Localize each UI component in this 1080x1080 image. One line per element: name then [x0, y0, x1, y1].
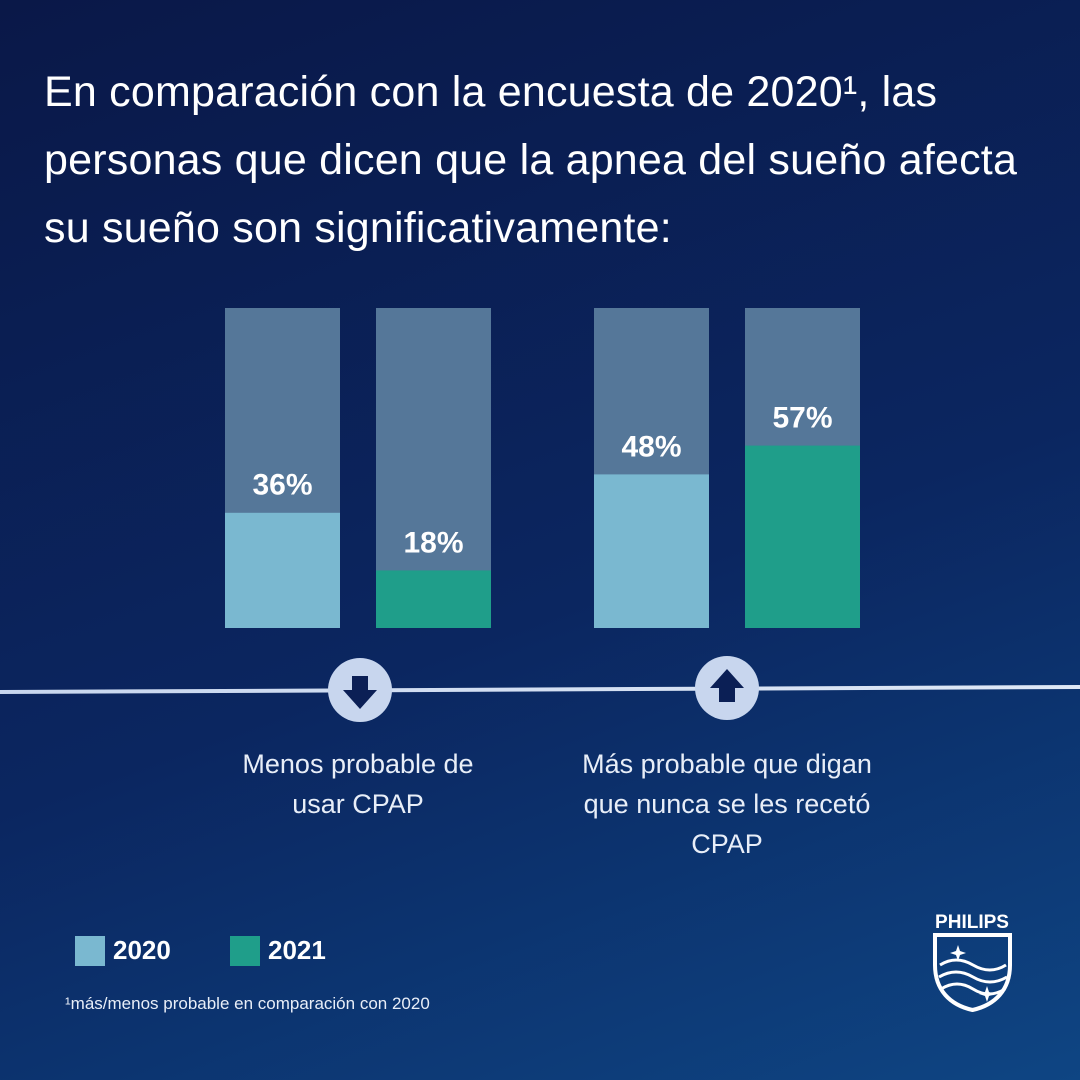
- data-label: 18%: [403, 526, 463, 559]
- category-label: Menos probable de usar CPAP: [242, 749, 474, 819]
- category-label: Más probable que digan que nunca se les …: [582, 749, 872, 859]
- arrow-up-icon: [695, 656, 759, 720]
- footnote: ¹más/menos probable en comparación con 2…: [65, 994, 430, 1013]
- bar: [745, 445, 860, 628]
- divider-line: [0, 685, 1080, 694]
- legend-label: 2021: [268, 935, 326, 965]
- data-label: 36%: [252, 469, 312, 502]
- legend-swatch: [75, 936, 105, 966]
- philips-logo: PHILIPS: [933, 912, 1012, 1013]
- data-label: 48%: [621, 430, 681, 463]
- data-label: 57%: [772, 402, 832, 435]
- bar: [594, 474, 709, 628]
- legend-label: 2020: [113, 935, 171, 965]
- bar: [225, 512, 340, 628]
- legend-swatch: [230, 936, 260, 966]
- arrow-down-icon: [328, 658, 392, 722]
- bar: [376, 570, 491, 628]
- chart-title: En comparación con la encuesta de 2020¹,…: [44, 68, 1018, 252]
- brand-name: PHILIPS: [935, 912, 1009, 933]
